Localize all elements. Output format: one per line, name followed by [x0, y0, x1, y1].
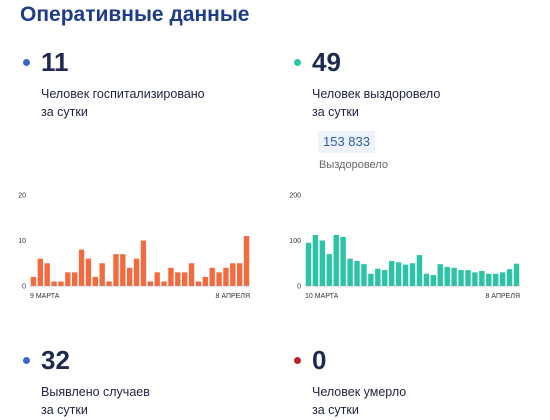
chart-bar	[465, 270, 471, 286]
page-title: Оперативные данные	[20, 3, 250, 26]
chart-bar	[182, 272, 188, 286]
chart-bar	[305, 242, 312, 286]
x-start-label: 10 МАРТА	[305, 293, 339, 300]
chart-bar	[430, 275, 437, 286]
chart-bar	[382, 270, 388, 286]
chart-bar	[347, 258, 353, 286]
chart-bar	[92, 276, 98, 286]
chart-bar	[361, 264, 367, 286]
chart-bar	[444, 266, 450, 286]
chart-bar	[354, 260, 360, 286]
chart-bar	[78, 249, 85, 286]
chart-bar	[85, 258, 92, 286]
chart-bar	[451, 267, 457, 286]
hospitalized-dot-icon	[23, 59, 30, 66]
deaths-value: 0	[312, 345, 327, 375]
chart-bar	[195, 281, 202, 286]
chart-bar	[230, 263, 236, 286]
chart-bar	[493, 273, 499, 286]
hospitalized-period: за сутки	[41, 105, 88, 119]
cases-dot-icon	[23, 357, 30, 364]
chart-bar	[486, 273, 492, 286]
y-tick-label: 100	[289, 238, 301, 245]
chart-bar	[127, 267, 133, 286]
chart-bar	[437, 264, 443, 286]
chart-bar	[216, 272, 222, 286]
y-tick-label: 20	[18, 193, 26, 200]
chart-bar	[499, 272, 506, 286]
deaths-period: за сутки	[312, 403, 359, 417]
chart-bar	[402, 264, 409, 286]
y-tick-label: 10	[18, 238, 26, 245]
chart-bar	[326, 254, 332, 286]
chart-bar	[202, 276, 208, 286]
chart-bar	[312, 235, 319, 286]
deaths-dot-icon	[294, 357, 301, 364]
chart-bar	[375, 268, 381, 286]
chart-bar	[154, 272, 160, 286]
y-tick-label: 0	[22, 284, 26, 291]
chart-bar	[99, 263, 105, 286]
chart-bar	[30, 276, 37, 286]
recovered-label: Человек выздоровело	[312, 87, 441, 101]
x-end-label: 8 АПРЕЛЯ	[486, 293, 520, 300]
chart-bar	[140, 240, 147, 286]
chart-bar	[479, 270, 485, 286]
chart-bar	[161, 281, 167, 286]
chart-bar	[416, 255, 423, 286]
chart-bar	[388, 260, 395, 286]
chart-bar	[51, 281, 57, 286]
chart-bar	[319, 240, 326, 286]
hospitalized-label: Человек госпитализировано	[41, 87, 205, 101]
cases-value: 32	[41, 345, 70, 375]
chart-bar	[133, 258, 140, 286]
chart-bar	[106, 281, 112, 286]
deaths-label: Человек умерло	[312, 385, 407, 399]
recovered-total-badge: 153 833	[318, 131, 375, 153]
recovered-total-label: Выздоровело	[319, 159, 388, 171]
chart-bar	[368, 273, 374, 286]
recovered-period: за сутки	[312, 105, 359, 119]
chart-bar	[147, 281, 153, 286]
cases-period: за сутки	[41, 403, 88, 417]
chart-bar	[58, 281, 64, 286]
y-tick-label: 200	[289, 193, 301, 200]
chart-bar	[37, 258, 43, 286]
x-start-label: 9 МАРТА	[30, 293, 60, 300]
chart-bar	[458, 270, 464, 286]
chart-bar	[223, 267, 229, 286]
chart-bar	[243, 235, 250, 286]
chart-bar	[340, 236, 346, 286]
chart-bar	[333, 235, 339, 286]
chart-bar	[513, 263, 520, 286]
chart-bar	[120, 254, 126, 286]
x-end-label: 8 АПРЕЛЯ	[216, 293, 250, 300]
recovered-chart: 0 100 200 10 МАРТА 8 АПРЕЛЯ	[289, 193, 520, 300]
chart-bar	[168, 267, 174, 286]
chart-bar	[472, 272, 478, 286]
chart-bar	[65, 272, 71, 286]
chart-bar	[72, 272, 78, 286]
chart-bar	[409, 263, 416, 286]
chart-bar	[209, 267, 215, 286]
chart-bar	[237, 263, 243, 286]
chart-bar	[423, 273, 430, 286]
hospitalized-chart: 0 10 20 9 МАРТА 8 АПРЕЛЯ	[18, 193, 250, 300]
chart-bar	[506, 269, 513, 286]
chart-bar	[395, 262, 402, 286]
chart-bar	[44, 263, 50, 286]
chart-bar	[113, 254, 119, 286]
recovered-dot-icon	[294, 59, 301, 66]
chart-bar	[188, 263, 195, 286]
y-tick-label: 0	[297, 284, 301, 291]
chart-bar	[175, 272, 181, 286]
recovered-value: 49	[312, 47, 341, 77]
hospitalized-value: 11	[41, 47, 69, 77]
cases-label: Выявлено случаев	[41, 385, 150, 399]
